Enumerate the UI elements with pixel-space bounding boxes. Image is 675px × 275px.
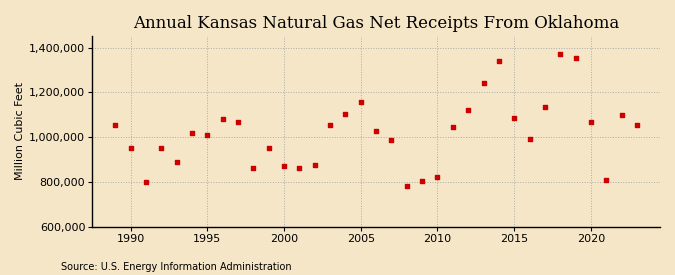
Point: [186, 130, 197, 135]
Point: [509, 116, 520, 120]
Point: [448, 125, 458, 129]
Point: [233, 120, 244, 125]
Point: [248, 166, 259, 170]
Point: [110, 123, 121, 127]
Point: [125, 146, 136, 150]
Point: [217, 117, 228, 121]
Point: [386, 138, 397, 143]
Point: [432, 175, 443, 180]
Point: [325, 123, 335, 127]
Point: [371, 129, 381, 134]
Point: [493, 59, 504, 63]
Point: [478, 81, 489, 86]
Point: [601, 177, 612, 182]
Point: [524, 137, 535, 141]
Y-axis label: Million Cubic Feet: Million Cubic Feet: [15, 82, 25, 180]
Point: [340, 111, 351, 116]
Point: [355, 100, 366, 104]
Point: [402, 184, 412, 188]
Point: [202, 133, 213, 137]
Title: Annual Kansas Natural Gas Net Receipts From Oklahoma: Annual Kansas Natural Gas Net Receipts F…: [133, 15, 619, 32]
Point: [570, 55, 581, 60]
Point: [539, 104, 550, 109]
Point: [616, 112, 627, 117]
Point: [463, 108, 474, 112]
Point: [309, 163, 320, 167]
Point: [279, 164, 290, 168]
Point: [585, 120, 596, 125]
Point: [555, 52, 566, 56]
Point: [140, 180, 151, 184]
Point: [294, 166, 305, 170]
Point: [156, 146, 167, 150]
Point: [416, 178, 427, 183]
Point: [263, 146, 274, 150]
Text: Source: U.S. Energy Information Administration: Source: U.S. Energy Information Administ…: [61, 262, 292, 272]
Point: [632, 123, 643, 127]
Point: [171, 160, 182, 164]
